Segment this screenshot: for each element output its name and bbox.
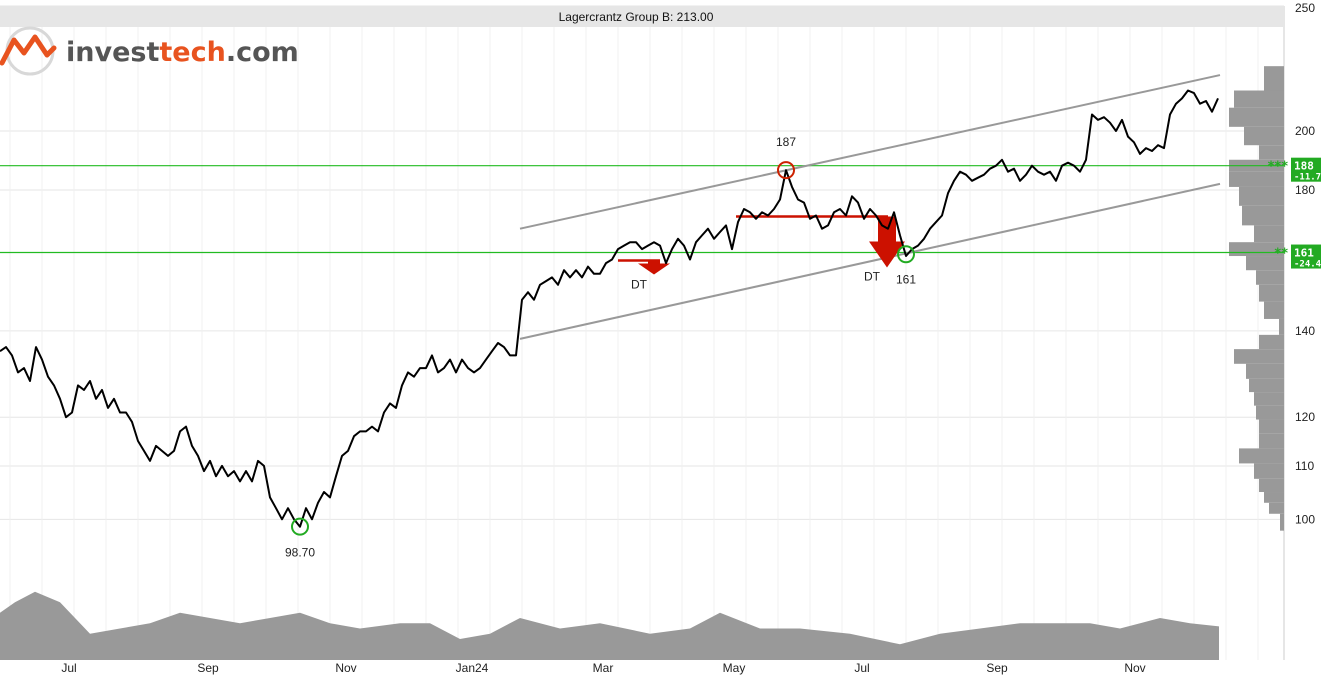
- signal-label: DT: [864, 270, 881, 284]
- annotations: 187 98.70 161 DT DT: [285, 135, 916, 560]
- volume-profile-bar: [1280, 513, 1284, 531]
- price-series: [0, 89, 1219, 528]
- x-tick-label: Mar: [593, 661, 614, 675]
- y-tick-label: 200: [1295, 124, 1315, 138]
- volume-profile-bar: [1239, 448, 1284, 464]
- signal-arrow: [869, 216, 905, 268]
- annotation-label: 98.70: [285, 546, 315, 560]
- volume-profile-bar: [1239, 186, 1284, 206]
- x-tick-label: Sep: [197, 661, 219, 675]
- volume-profile-bar: [1254, 463, 1284, 479]
- y-tick-label: 110: [1295, 459, 1314, 473]
- y-tick-label: 120: [1295, 410, 1315, 424]
- volume-profile-bar: [1256, 270, 1284, 285]
- bottom-marker: [897, 245, 915, 264]
- volume-profile-bar: [1264, 492, 1284, 503]
- volume-profile-bar: [1234, 349, 1284, 364]
- x-tick-label: May: [723, 661, 746, 675]
- x-tick-label: Jul: [854, 661, 869, 675]
- level-stars: **: [1274, 247, 1288, 262]
- level-tag-change: -11.7: [1294, 173, 1321, 183]
- volume-profile-bar: [1242, 205, 1284, 226]
- bottom-marker: [291, 517, 309, 536]
- support-resistance-lines: [0, 165, 1284, 254]
- volume-profile-bar: [1264, 66, 1284, 91]
- price-line: [0, 89, 1219, 528]
- x-axis: Jul Sep Nov Jan24 Mar May Jul Sep Nov: [61, 661, 1145, 675]
- level-tag-box: [1291, 244, 1321, 269]
- level-tag-change: -24.4: [1294, 260, 1321, 270]
- channel-lower: [519, 182, 1221, 340]
- grid: [0, 5, 1285, 660]
- volume-profile-bar: [1259, 145, 1284, 160]
- volume-area-shape: [0, 591, 1219, 660]
- level-tag-value: 161: [1294, 247, 1314, 260]
- y-tick-label: 100: [1295, 512, 1315, 526]
- title-bar: [0, 6, 1284, 27]
- x-tick-label: Nov: [335, 661, 356, 675]
- level-tags: *** 188-11.7 ** 161-24.4: [1268, 157, 1321, 270]
- volume-profile: [1229, 66, 1284, 531]
- trend-channel: [519, 74, 1221, 340]
- volume-profile-bar: [1249, 378, 1284, 393]
- volume-profile-bar: [1279, 318, 1284, 335]
- volume-profile-bar: [1254, 392, 1284, 406]
- annotation-label: 161: [896, 272, 916, 286]
- investtech-logo: investtech.com: [0, 26, 299, 76]
- y-tick-label: 140: [1295, 324, 1315, 338]
- x-tick-label: Sep: [986, 661, 1008, 675]
- volume-profile-bar: [1244, 126, 1284, 146]
- channel-upper: [519, 74, 1221, 230]
- logo-text: investtech.com: [66, 37, 299, 68]
- volume-profile-bar: [1229, 107, 1284, 127]
- y-axis: 250 200 180 140 120 110 100: [1295, 1, 1315, 526]
- x-tick-label: Jul: [61, 661, 76, 675]
- y-tick-label: 250: [1295, 1, 1315, 15]
- level-tag-box: [1291, 157, 1321, 182]
- volume-profile-bar: [1254, 225, 1284, 243]
- volume-profile-bar: [1234, 90, 1284, 108]
- volume-profile-bar: [1259, 284, 1284, 302]
- volume-profile-bar: [1229, 171, 1284, 187]
- y-tick-label: 180: [1295, 183, 1315, 197]
- volume-profile-bar: [1256, 405, 1284, 420]
- volume-area: [0, 591, 1219, 660]
- x-tick-label: Jan24: [456, 661, 489, 675]
- volume-profile-bar: [1246, 363, 1284, 379]
- volume-profile-bar: [1259, 478, 1284, 493]
- logo-icon: [0, 26, 57, 76]
- volume-profile-bar: [1264, 301, 1284, 319]
- signal-label: DT: [631, 278, 648, 292]
- chart-title: Lagercrantz Group B: 213.00: [559, 10, 714, 24]
- level-tag-value: 188: [1294, 160, 1314, 173]
- volume-profile-bar: [1259, 419, 1284, 434]
- annotation-label: 187: [776, 135, 796, 149]
- volume-profile-bar: [1269, 502, 1284, 514]
- x-tick-label: Nov: [1124, 661, 1145, 675]
- level-stars: ***: [1268, 160, 1289, 175]
- signal-arrow: [638, 260, 670, 275]
- volume-profile-bar: [1259, 433, 1284, 449]
- top-marker: [777, 161, 795, 180]
- volume-profile-bar: [1246, 256, 1284, 271]
- volume-profile-bar: [1259, 334, 1284, 350]
